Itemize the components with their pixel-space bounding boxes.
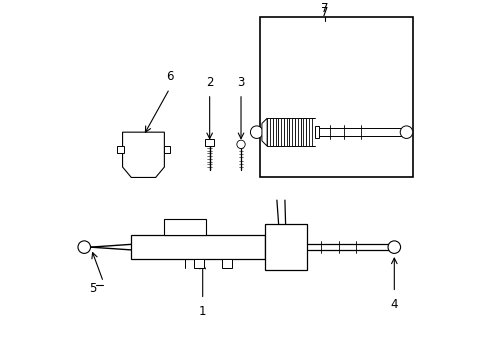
Bar: [265, 225, 306, 270]
Text: 4: 4: [390, 298, 397, 311]
Text: 2: 2: [205, 76, 213, 89]
Bar: [222, 259, 232, 268]
Bar: [300, 118, 303, 146]
Bar: [278, 118, 281, 146]
Text: 3: 3: [237, 76, 244, 89]
Circle shape: [399, 126, 412, 139]
Text: 7: 7: [320, 3, 328, 15]
Polygon shape: [122, 132, 164, 177]
Bar: [289, 118, 292, 146]
Bar: [266, 118, 269, 146]
Circle shape: [236, 140, 244, 149]
Bar: [284, 118, 286, 146]
Text: 1: 1: [199, 305, 206, 318]
Bar: [315, 126, 319, 139]
Bar: [272, 118, 275, 146]
Bar: [194, 259, 204, 268]
Bar: [117, 146, 123, 153]
Bar: [164, 219, 206, 235]
Circle shape: [250, 126, 263, 139]
Circle shape: [78, 241, 90, 253]
Bar: [260, 17, 413, 177]
Bar: [131, 235, 265, 259]
Bar: [305, 118, 308, 146]
Circle shape: [387, 241, 400, 253]
Text: 6: 6: [165, 71, 173, 84]
Text: 5: 5: [89, 283, 96, 296]
Polygon shape: [262, 118, 266, 146]
Bar: [163, 146, 170, 153]
Text: 7: 7: [320, 6, 328, 19]
Bar: [205, 139, 213, 146]
Bar: [294, 118, 297, 146]
